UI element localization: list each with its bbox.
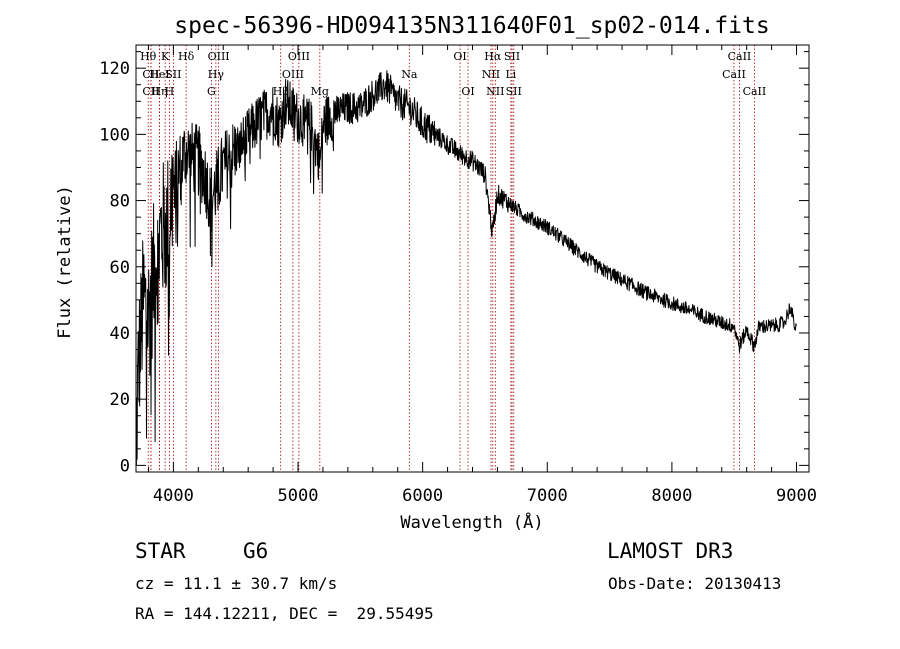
spectral-line-label: SII xyxy=(504,50,520,63)
x-tick-label: 9000 xyxy=(776,486,817,506)
x-tick-label: 4000 xyxy=(153,486,194,506)
spectrum-line xyxy=(135,70,797,466)
y-tick-label: 60 xyxy=(110,258,130,278)
spectral-line-label: CaII xyxy=(743,85,767,98)
spectral-line-label: Mg xyxy=(311,85,329,98)
spectral-line-label: Hβ xyxy=(273,85,289,98)
spectral-line-label: OI xyxy=(461,85,474,98)
spectral-line-label: CII xyxy=(142,68,159,81)
y-tick-label: 80 xyxy=(110,192,130,212)
x-tick-label: 7000 xyxy=(527,486,568,506)
observation-date: Obs-Date: 20130413 xyxy=(608,574,782,593)
x-axis-label: Wavelength (Å) xyxy=(400,511,543,533)
spectrum-group xyxy=(135,70,797,466)
ra-dec-coordinates: RA = 144.12211, DEC = 29.55495 xyxy=(135,604,434,623)
axis-tick-labels: 4000 5000 6000 7000 8000 9000 0 20 40 60 80 100 120 xyxy=(99,59,817,506)
y-axis-label: Flux (relative) xyxy=(55,185,75,339)
spectral-line-label: G xyxy=(207,85,216,98)
y-tick-label: 100 xyxy=(99,125,130,145)
y-tick-label: 120 xyxy=(99,59,130,79)
spectral-line-label: H xyxy=(165,85,175,98)
x-tick-label: 8000 xyxy=(651,486,692,506)
spectral-line-label: CaII xyxy=(722,68,746,81)
spectral-line-label: OI xyxy=(453,50,466,63)
redshift-cz: cz = 11.1 ± 30.7 km/s xyxy=(135,574,338,593)
spectral-line-label: Hθ xyxy=(140,50,157,63)
spectral-line-label: Hα xyxy=(484,50,502,63)
spectral-line-label: HeI xyxy=(149,68,169,81)
spectral-line-label: Li xyxy=(505,68,516,81)
spectral-line-label: CaII xyxy=(728,50,752,63)
object-class: STAR xyxy=(135,539,186,563)
spectral-line-label: Hη xyxy=(151,85,167,98)
spectral-line-label: NII xyxy=(486,85,504,98)
spectral-line-label: OIII xyxy=(288,50,310,63)
y-tick-label: 0 xyxy=(120,456,130,476)
plot-frame xyxy=(135,44,810,473)
x-tick-label: 6000 xyxy=(402,486,443,506)
spectral-line-label: OIII xyxy=(282,68,304,81)
chart-title: spec-56396-HD094135N311640F01_sp02-014.f… xyxy=(174,13,769,39)
spectral-line-label: Hδ xyxy=(178,50,195,63)
survey-name: LAMOST DR3 xyxy=(607,539,734,563)
axis-ticks xyxy=(136,45,809,472)
spectral-line-label: Na xyxy=(401,68,418,81)
spectral-line-label: SII xyxy=(506,85,522,98)
y-tick-label: 20 xyxy=(110,390,130,410)
spectral-line-label: NII xyxy=(482,68,500,81)
y-tick-label: 40 xyxy=(110,324,130,344)
spectral-line-label: SII xyxy=(165,68,181,81)
spectral-line-label: K xyxy=(161,50,170,63)
x-tick-label: 5000 xyxy=(278,486,319,506)
spectral-line-label: Hγ xyxy=(208,68,225,81)
spectral-subclass: G6 xyxy=(243,539,269,563)
spectral-line-markers xyxy=(147,45,755,472)
spectral-line-label: CII xyxy=(142,85,159,98)
spectral-line-label: OIII xyxy=(208,50,230,63)
